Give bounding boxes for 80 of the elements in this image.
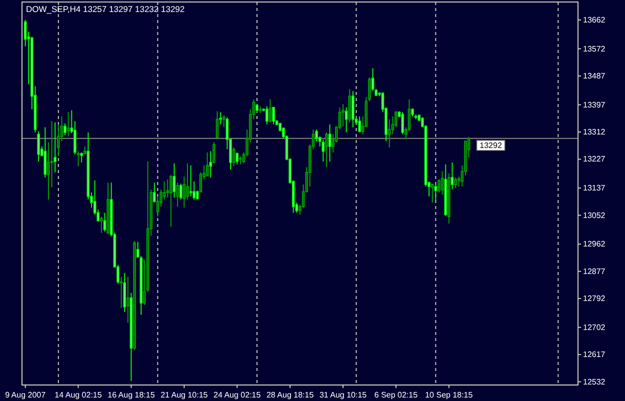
- candlestick: [83, 146, 86, 155]
- candlestick: [64, 122, 66, 136]
- candlestick: [66, 112, 70, 137]
- candlestick: [54, 122, 57, 173]
- y-tick-label: 12877: [583, 266, 606, 276]
- y-tick-label: 13227: [583, 154, 606, 164]
- candlestick: [352, 90, 354, 128]
- candlestick: [322, 138, 325, 162]
- candlestick: [450, 162, 454, 190]
- candlestick: [401, 112, 404, 135]
- candlestick: [344, 106, 348, 133]
- x-tick-label: 21 Aug 10:15: [160, 390, 208, 400]
- candlestick: [328, 124, 332, 162]
- y-tick-label: 13052: [583, 210, 606, 220]
- candlestick: [76, 150, 80, 167]
- x-tick-label: 24 Aug 02:15: [214, 390, 262, 400]
- x-tick-label: 6 Sep 02:15: [374, 390, 418, 400]
- candlestick: [123, 272, 126, 312]
- candlestick: [434, 184, 438, 202]
- y-tick-label: 13397: [583, 100, 606, 110]
- y-tick-label: 13312: [583, 128, 606, 137]
- x-tick-label: 31 Aug 10:15: [319, 390, 368, 400]
- candlestick: [120, 276, 123, 308]
- y-tick-label: 12532: [583, 377, 606, 386]
- candlestick: [222, 114, 226, 128]
- candlestick: [179, 183, 182, 200]
- candlestick: [103, 212, 106, 232]
- y-tick-label: 12792: [583, 294, 606, 304]
- candlestick: [106, 182, 110, 235]
- x-tick-label: 16 Aug 18:15: [108, 390, 156, 400]
- x-tick-label: 14 Aug 02:15: [54, 390, 102, 400]
- candlestick: [212, 142, 216, 164]
- candlestick: [454, 176, 457, 189]
- y-tick-label: 12617: [583, 350, 606, 360]
- x-tick-label: 10 Sep 18:15: [425, 390, 474, 400]
- candlestick: [239, 156, 242, 165]
- candlestick: [130, 292, 133, 382]
- candlestick: [236, 152, 239, 165]
- candlestick: [265, 106, 268, 125]
- candlestick: [206, 152, 209, 178]
- candlestick: [80, 152, 83, 163]
- candlestick: [430, 183, 434, 203]
- candlestick: [348, 88, 352, 123]
- candlestick: [37, 130, 40, 162]
- candlestick: [448, 172, 450, 224]
- candlestick: [172, 162, 176, 198]
- ref-line-label: 13292: [480, 140, 502, 150]
- candlestick: [272, 106, 275, 125]
- candlestick: [444, 164, 448, 216]
- candlestick: [133, 240, 136, 351]
- candlestick: [126, 276, 130, 324]
- candlestick: [358, 116, 361, 133]
- x-tick-label: 28 Aug 18:15: [266, 390, 314, 400]
- chart-title: DOW_SEP,H4 13257 13297 13232 13292: [26, 4, 185, 14]
- candlestick: [216, 110, 219, 140]
- y-tick-label: 13487: [583, 71, 606, 80]
- candlestick: [411, 108, 414, 117]
- candlestick: [176, 182, 179, 208]
- candlestick: [342, 104, 344, 127]
- candlestick: [152, 182, 156, 203]
- y-tick-label: 12962: [583, 240, 606, 249]
- candlestick: [189, 164, 192, 197]
- candlestick: [219, 112, 222, 125]
- candlestick: [170, 174, 172, 228]
- candlestick: [258, 106, 262, 114]
- y-tick-label: 12702: [583, 322, 606, 332]
- candlestick: [325, 132, 328, 168]
- candlestick: [256, 104, 258, 113]
- candlestick: [388, 118, 391, 148]
- candlestick: [268, 98, 272, 123]
- x-tick-label: 9 Aug 2007: [5, 390, 46, 400]
- y-tick-label: 13662: [583, 15, 606, 24]
- candlestick: [44, 126, 47, 178]
- candlestick: [371, 68, 374, 92]
- y-tick-label: 13137: [583, 184, 606, 193]
- candlestick: [440, 170, 444, 195]
- candlestick: [209, 150, 212, 178]
- candlestick: [232, 146, 236, 167]
- candlestick: [100, 216, 103, 234]
- y-tick-label: 13572: [583, 44, 606, 54]
